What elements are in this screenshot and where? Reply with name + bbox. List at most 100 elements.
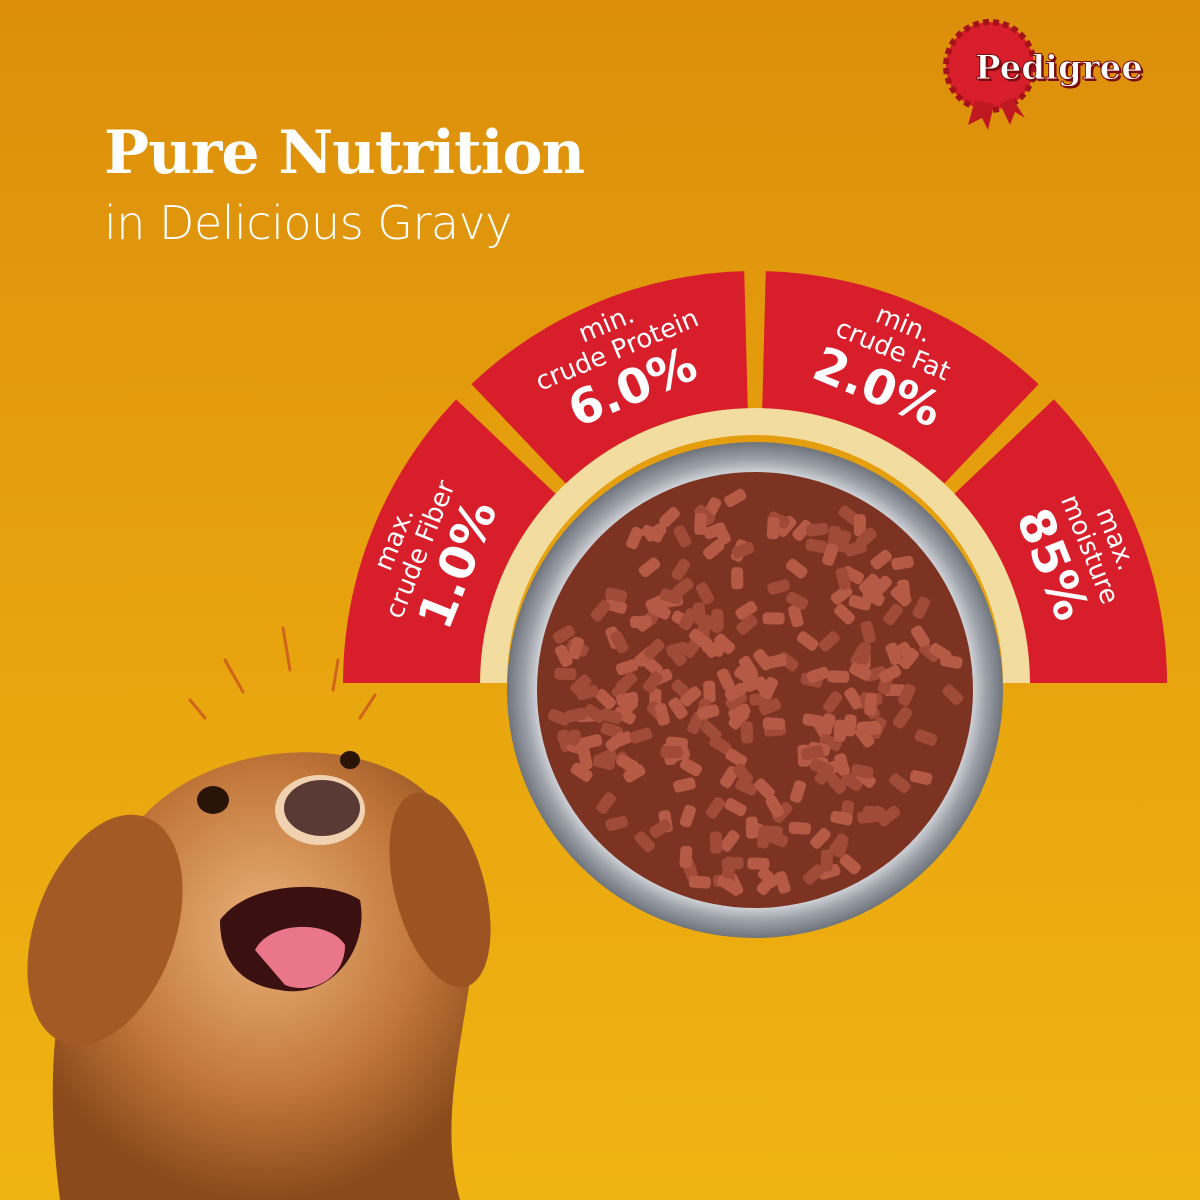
food-chunk: [822, 543, 839, 566]
food-chunk: [623, 764, 646, 783]
food-chunk: [760, 825, 783, 839]
food-chunk: [679, 845, 693, 869]
food-chunk: [599, 708, 623, 725]
food-chunk: [724, 798, 747, 817]
food-chunk: [878, 805, 901, 826]
food-chunk: [767, 579, 790, 595]
food-chunk: [668, 697, 688, 720]
food-chunk: [705, 796, 726, 819]
food-chunk: [853, 514, 867, 537]
food-chunk: [892, 706, 913, 729]
food-chunk: [689, 628, 711, 649]
food-chunk: [764, 654, 787, 669]
food-chunk: [806, 522, 829, 537]
food-chunk: [666, 641, 689, 657]
dog-illustration: [27, 751, 491, 1200]
food-chunk: [762, 612, 785, 625]
food-chunk: [717, 874, 740, 894]
food-chunk: [747, 857, 770, 871]
food-chunk: [724, 488, 747, 508]
food-chunk: [592, 754, 616, 771]
food-chunk: [724, 682, 747, 702]
food-chunk: [870, 549, 892, 570]
food-chunk: [740, 721, 754, 744]
food-chunk: [785, 591, 809, 610]
food-chunk: [766, 517, 780, 540]
food-chunk: [801, 745, 824, 761]
food-chunk: [731, 541, 755, 559]
food-chunk: [709, 831, 723, 854]
food-chunk: [638, 557, 661, 578]
food-chunk: [910, 625, 930, 648]
food-chunk: [788, 821, 811, 835]
food-chunk: [735, 600, 758, 620]
food-chunk: [701, 614, 724, 634]
food-chunk: [858, 573, 880, 595]
food-chunk: [688, 875, 712, 889]
food-chunk: [848, 595, 872, 611]
food-chunk: [822, 691, 843, 713]
food-chunk: [899, 647, 919, 670]
food-chunk: [731, 567, 744, 590]
food-chunk: [659, 588, 683, 605]
food-chunk: [898, 683, 916, 707]
food-chunk: [736, 614, 758, 635]
food-chunk: [860, 620, 876, 644]
food-chunk: [857, 810, 880, 824]
food-chunk: [802, 864, 825, 885]
food-chunk: [570, 674, 592, 695]
food-chunk: [719, 830, 740, 852]
food-chunk: [615, 659, 639, 676]
food-chunk: [851, 763, 874, 779]
food-chunk: [570, 762, 593, 782]
food-chunk: [629, 727, 653, 744]
food-chunk: [833, 719, 847, 742]
food-chunk: [596, 792, 616, 814]
food-chunk: [792, 519, 813, 542]
food-chunk: [844, 687, 864, 710]
food-chunk: [692, 602, 707, 625]
dog-tongue: [255, 926, 345, 989]
food-chunk: [843, 714, 857, 737]
food-chunk: [696, 704, 720, 720]
food-chunk: [641, 655, 663, 676]
food-chunk: [709, 735, 732, 755]
food-chunk: [883, 603, 903, 626]
dog-nose: [284, 780, 360, 836]
food-chunk: [721, 856, 737, 879]
food-chunk: [809, 758, 833, 776]
food-chunk: [835, 567, 851, 590]
food-chunk: [890, 585, 912, 607]
food-chunk: [855, 527, 877, 548]
nutrient-segment: [471, 271, 748, 484]
food-chunk: [826, 772, 847, 795]
food-chunk: [605, 815, 629, 832]
food-chunk: [774, 871, 791, 894]
food-chunk: [829, 833, 849, 856]
food-chunk: [940, 654, 963, 669]
food-chunk: [680, 686, 702, 707]
food-chunk: [856, 642, 872, 665]
food-chunk: [583, 704, 606, 724]
food-chunk: [616, 671, 638, 693]
dog-eye: [197, 786, 229, 814]
food-chunk: [789, 780, 807, 803]
food-chunk: [760, 676, 778, 700]
food-chunk: [891, 555, 914, 571]
food-chunk: [673, 525, 692, 548]
food-chunk: [654, 703, 670, 726]
food-chunk: [841, 566, 865, 585]
food-chunk: [756, 873, 777, 896]
food-chunk: [758, 698, 782, 716]
food-chunk: [590, 600, 611, 622]
food-chunk: [714, 633, 736, 654]
food-chunk: [716, 668, 735, 691]
food-chunk: [695, 582, 715, 605]
food-chunk: [871, 575, 893, 597]
nutrient-segment: [954, 399, 1167, 683]
food-chunk: [754, 778, 775, 800]
food-chunk: [554, 667, 577, 681]
food-chunk: [725, 690, 748, 711]
food-chunk: [649, 819, 672, 839]
